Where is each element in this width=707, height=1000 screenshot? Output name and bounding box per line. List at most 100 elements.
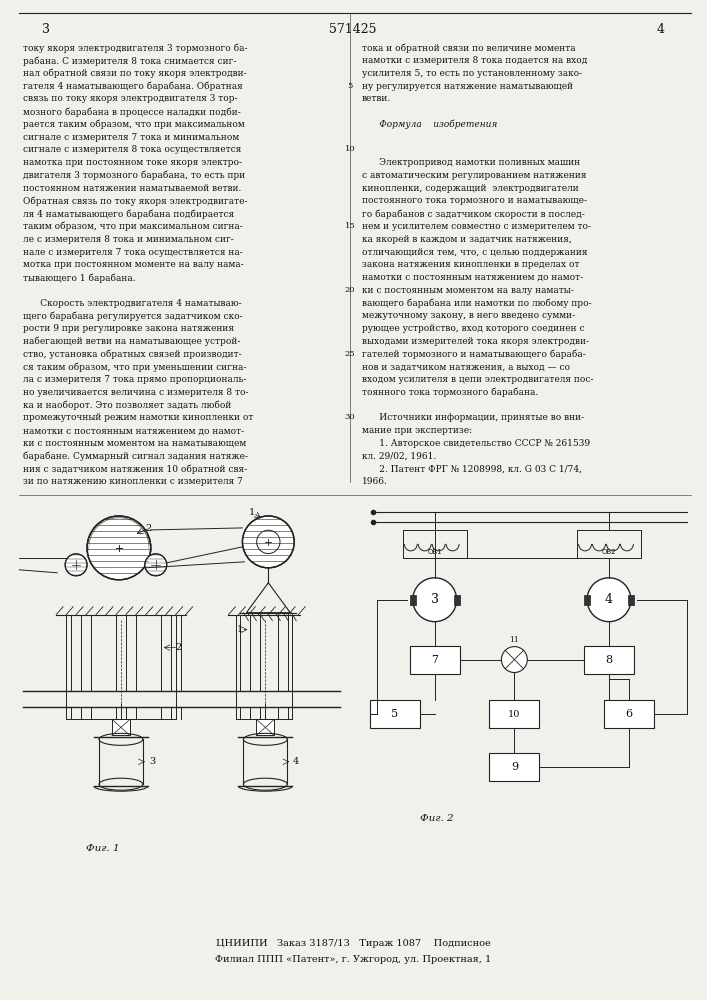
Text: тывающего 1 барабана.: тывающего 1 барабана. [23, 273, 136, 283]
Text: закона натяжения кинопленки в пределах от: закона натяжения кинопленки в пределах о… [362, 260, 580, 269]
Text: отличающийся тем, что, с целью поддержания: отличающийся тем, что, с целью поддержан… [362, 248, 588, 257]
Text: 20: 20 [345, 286, 355, 294]
Text: ля 4 наматывающего барабана подбирается: ля 4 наматывающего барабана подбирается [23, 209, 235, 219]
Circle shape [65, 554, 87, 576]
Text: ка якорей в каждом и задатчик натяжения,: ка якорей в каждом и задатчик натяжения, [362, 235, 572, 244]
Text: нем и усилителем совместно с измерителем то-: нем и усилителем совместно с измерителем… [362, 222, 591, 231]
Text: 1966.: 1966. [362, 477, 388, 486]
Text: щего барабана регулируется задатчиком ско-: щего барабана регулируется задатчиком ск… [23, 311, 243, 321]
Circle shape [243, 516, 294, 568]
Text: набегающей ветви на наматывающее устрой-: набегающей ветви на наматывающее устрой- [23, 337, 240, 346]
Text: промежуточный режим намотки кинопленки от: промежуточный режим намотки кинопленки о… [23, 413, 254, 422]
Text: усилителя 5, то есть по установленному зако-: усилителя 5, то есть по установленному з… [362, 69, 582, 78]
Text: постоянном натяжении наматываемой ветви.: постоянном натяжении наматываемой ветви. [23, 184, 242, 193]
Text: зи по натяжению кинопленки с измерителя 7: зи по натяжению кинопленки с измерителя … [23, 477, 243, 486]
Circle shape [587, 578, 631, 622]
Text: Электропривод намотки поливных машин: Электропривод намотки поливных машин [362, 158, 580, 167]
Bar [584, 595, 590, 605]
Text: 6: 6 [626, 709, 633, 719]
Text: намотки с постоянным натяжением до намот-: намотки с постоянным натяжением до намот… [23, 426, 245, 435]
Text: Филиал ППП «Патент», г. Ужгород, ул. Проектная, 1: Филиал ППП «Патент», г. Ужгород, ул. Про… [215, 955, 491, 964]
Bar [584, 646, 634, 674]
Bar [604, 700, 654, 728]
Text: 3: 3 [148, 757, 155, 766]
Bar [489, 700, 539, 728]
Text: нов и задатчиком натяжения, а выход — со: нов и задатчиком натяжения, а выход — со [362, 362, 570, 371]
Text: 4: 4 [605, 593, 613, 606]
Text: тоянного тока тормозного барабана.: тоянного тока тормозного барабана. [362, 388, 538, 397]
Text: тока и обратной связи по величине момента: тока и обратной связи по величине момент… [362, 43, 575, 53]
Text: 1. Авторское свидетельство СССР № 261539: 1. Авторское свидетельство СССР № 261539 [362, 439, 590, 448]
Bar [629, 595, 634, 605]
Text: рости 9 при регулировке закона натяжения: рости 9 при регулировке закона натяжения [23, 324, 234, 333]
Text: рующее устройство, вход которого соединен с: рующее устройство, вход которого соедине… [362, 324, 585, 333]
Text: сигнале с измерителя 7 тока и минимальном: сигнале с измерителя 7 тока и минимально… [23, 133, 240, 142]
Text: кл. 29/02, 1961.: кл. 29/02, 1961. [362, 452, 436, 461]
Text: 5: 5 [347, 82, 353, 90]
Text: ство, установка обратных связей производит-: ство, установка обратных связей производ… [23, 350, 242, 359]
Bar [410, 646, 460, 674]
Text: Источники информации, принятые во вни-: Источники информации, принятые во вни- [362, 413, 584, 422]
Text: ЦНИИПИ   Заказ 3187/13   Тираж 1087    Подписное: ЦНИИПИ Заказ 3187/13 Тираж 1087 Подписно… [216, 939, 491, 948]
Text: 8: 8 [605, 655, 612, 665]
Text: ОВ2: ОВ2 [602, 549, 617, 555]
Text: 4: 4 [293, 757, 300, 766]
Text: Скорость электродвигателя 4 наматываю-: Скорость электродвигателя 4 наматываю- [23, 299, 242, 308]
Circle shape [501, 647, 527, 673]
Circle shape [145, 554, 167, 576]
Text: 15: 15 [344, 222, 356, 230]
Text: 5: 5 [391, 709, 399, 719]
Text: 2: 2 [146, 524, 152, 533]
Text: вающего барабана или намотки по любому про-: вающего барабана или намотки по любому п… [362, 299, 592, 308]
Bar [410, 595, 416, 605]
Text: ка и наоборот. Это позволяет задать любой: ка и наоборот. Это позволяет задать любо… [23, 401, 232, 410]
Text: рается таким образом, что при максимальном: рается таким образом, что при максимальн… [23, 120, 245, 129]
Text: таким образом, что при максимальном сигна-: таким образом, что при максимальном сигн… [23, 222, 243, 231]
Text: сигнале с измерителя 8 тока осуществляется: сигнале с измерителя 8 тока осуществляет… [23, 145, 242, 154]
Bar [454, 595, 460, 605]
Text: ния с задатчиком натяжения 10 обратной свя-: ния с задатчиком натяжения 10 обратной с… [23, 464, 247, 474]
Bar [489, 753, 539, 781]
Text: 2: 2 [176, 643, 182, 652]
Text: 11: 11 [510, 636, 519, 644]
Text: 1: 1 [236, 625, 243, 634]
Circle shape [257, 530, 280, 554]
Text: ки с постоянным моментом на наматывающем: ки с постоянным моментом на наматывающем [23, 439, 247, 448]
Text: 9: 9 [510, 762, 518, 772]
Text: 25: 25 [345, 350, 356, 358]
Text: намотка при постоянном токе якоря электро-: намотка при постоянном токе якоря электр… [23, 158, 243, 167]
Text: 571425: 571425 [329, 23, 377, 36]
Text: 10: 10 [508, 710, 520, 719]
Text: 2. Патент ФРГ № 1208998, кл. G 03 C 1/74,: 2. Патент ФРГ № 1208998, кл. G 03 C 1/74… [362, 464, 582, 473]
Text: Формула    изобретения: Формула изобретения [362, 120, 497, 129]
Text: ле с измерителя 8 тока и минимальном сиг-: ле с измерителя 8 тока и минимальном сиг… [23, 235, 234, 244]
Bar [257, 719, 274, 735]
Text: выходами измерителей тока якоря электродви-: выходами измерителей тока якоря электрод… [362, 337, 589, 346]
Text: кинопленки, содержащий  электродвигатели: кинопленки, содержащий электродвигатели [362, 184, 579, 193]
Text: связь по току якоря электродвигателя 3 тор-: связь по току якоря электродвигателя 3 т… [23, 94, 238, 103]
Text: Фиг. 2: Фиг. 2 [420, 814, 453, 823]
Bar [112, 719, 130, 735]
Text: рабана. С измерителя 8 тока снимается сиг-: рабана. С измерителя 8 тока снимается си… [23, 56, 237, 66]
Text: намотки с измерителя 8 тока подается на вход: намотки с измерителя 8 тока подается на … [362, 56, 588, 65]
Text: постоянного тока тормозного и наматывающе-: постоянного тока тормозного и наматывающ… [362, 196, 587, 205]
Bar [370, 700, 420, 728]
Text: гателей тормозного и наматывающего бараба-: гателей тормозного и наматывающего бараб… [362, 350, 585, 359]
Text: мозного барабана в процессе наладки подби-: мозного барабана в процессе наладки подб… [23, 107, 241, 117]
Text: мотка при постоянном моменте на валу нама-: мотка при постоянном моменте на валу нам… [23, 260, 244, 269]
Text: намотки с постоянным натяжением до намот-: намотки с постоянным натяжением до намот… [362, 273, 583, 282]
Text: нал обратной связи по току якоря электродви-: нал обратной связи по току якоря электро… [23, 69, 247, 78]
Text: с автоматическим регулированием натяжения: с автоматическим регулированием натяжени… [362, 171, 587, 180]
Text: мание при экспертизе:: мание при экспертизе: [362, 426, 472, 435]
Text: входом усилителя в цепи электродвигателя пос-: входом усилителя в цепи электродвигателя… [362, 375, 593, 384]
Text: барабане. Суммарный сигнал задания натяже-: барабане. Суммарный сигнал задания натяж… [23, 452, 248, 461]
Text: межуточному закону, в него введено сумми-: межуточному закону, в него введено сумми… [362, 311, 575, 320]
Text: 10: 10 [345, 145, 356, 153]
Text: ветви.: ветви. [362, 94, 391, 103]
Text: ся таким образом, что при уменьшении сигна-: ся таким образом, что при уменьшении сиг… [23, 362, 247, 372]
Text: двигателя 3 тормозного барабана, то есть при: двигателя 3 тормозного барабана, то есть… [23, 171, 245, 180]
Text: току якоря электродвигателя 3 тормозного ба-: току якоря электродвигателя 3 тормозного… [23, 43, 247, 53]
Text: 3: 3 [431, 593, 438, 606]
Text: 7: 7 [431, 655, 438, 665]
Circle shape [413, 578, 457, 622]
